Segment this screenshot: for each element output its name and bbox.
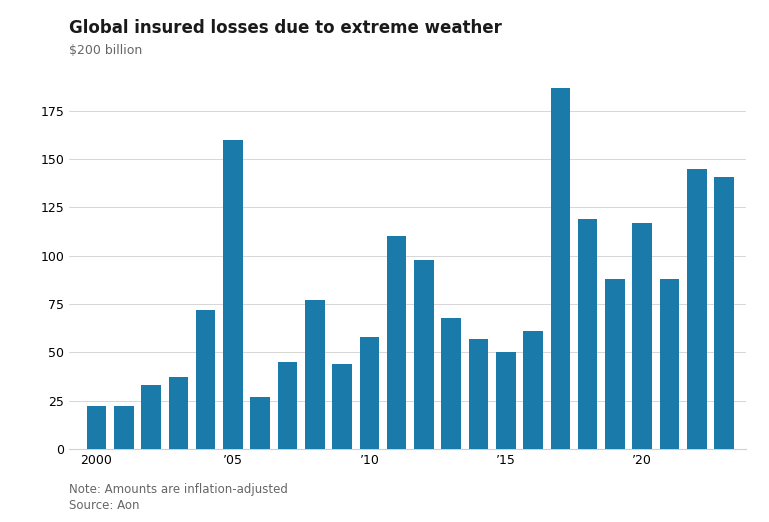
Bar bbox=[632, 223, 652, 449]
Bar bbox=[114, 407, 134, 449]
Bar bbox=[441, 317, 461, 449]
Bar bbox=[332, 364, 352, 449]
Bar bbox=[360, 337, 379, 449]
Bar bbox=[223, 140, 243, 449]
Text: Source: Aon: Source: Aon bbox=[69, 499, 140, 512]
Bar bbox=[578, 219, 598, 449]
Bar bbox=[523, 331, 543, 449]
Bar bbox=[687, 169, 707, 449]
Bar bbox=[278, 362, 298, 449]
Bar bbox=[196, 310, 215, 449]
Bar bbox=[551, 88, 570, 449]
Bar bbox=[605, 279, 624, 449]
Bar bbox=[251, 397, 270, 449]
Bar bbox=[714, 176, 734, 449]
Bar bbox=[387, 236, 407, 449]
Bar bbox=[414, 259, 434, 449]
Bar bbox=[305, 300, 325, 449]
Bar bbox=[141, 385, 161, 449]
Bar bbox=[168, 377, 188, 449]
Bar bbox=[468, 339, 488, 449]
Text: Global insured losses due to extreme weather: Global insured losses due to extreme wea… bbox=[69, 19, 502, 37]
Text: Note: Amounts are inflation-adjusted: Note: Amounts are inflation-adjusted bbox=[69, 483, 288, 496]
Bar bbox=[87, 407, 106, 449]
Text: $200 billion: $200 billion bbox=[69, 44, 142, 57]
Bar bbox=[496, 352, 516, 449]
Bar bbox=[660, 279, 679, 449]
